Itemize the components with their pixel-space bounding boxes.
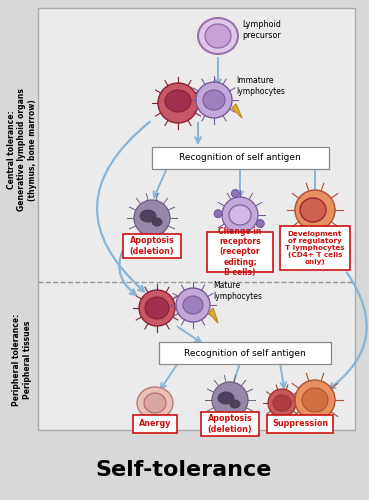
Text: Peripheral tolerance:
Peripheral tissues: Peripheral tolerance: Peripheral tissues [12, 314, 32, 406]
Circle shape [139, 290, 175, 326]
Ellipse shape [203, 90, 225, 110]
Circle shape [212, 382, 248, 418]
Circle shape [227, 231, 235, 239]
Circle shape [176, 288, 210, 322]
Circle shape [256, 220, 264, 228]
Ellipse shape [165, 90, 191, 112]
Circle shape [295, 380, 335, 420]
Text: Mature
lymphocytes: Mature lymphocytes [213, 282, 262, 300]
Circle shape [268, 389, 296, 417]
FancyBboxPatch shape [267, 415, 333, 433]
Ellipse shape [273, 395, 291, 411]
Circle shape [231, 190, 239, 198]
Text: Immature
lymphocytes: Immature lymphocytes [236, 76, 285, 96]
FancyBboxPatch shape [152, 147, 328, 169]
Text: Anergy: Anergy [139, 420, 171, 428]
Polygon shape [209, 308, 218, 323]
Text: Change in
receptors
(receptor
editing;
B cells): Change in receptors (receptor editing; B… [218, 226, 262, 278]
Circle shape [295, 190, 335, 230]
Circle shape [196, 82, 232, 118]
Text: Recognition of self antigen: Recognition of self antigen [184, 348, 306, 358]
FancyBboxPatch shape [38, 8, 355, 430]
Text: Central tolerance:
Generative lymphoid organs
(thymus, bone marrow): Central tolerance: Generative lymphoid o… [7, 88, 37, 212]
Text: Lymphoid
precursor: Lymphoid precursor [242, 20, 281, 40]
Ellipse shape [144, 393, 166, 413]
Circle shape [244, 232, 252, 239]
FancyBboxPatch shape [280, 226, 350, 270]
Ellipse shape [137, 387, 173, 419]
Ellipse shape [152, 218, 162, 226]
Ellipse shape [183, 296, 203, 314]
Text: Suppression: Suppression [272, 420, 328, 428]
Ellipse shape [218, 392, 234, 404]
Circle shape [214, 210, 222, 218]
FancyBboxPatch shape [123, 234, 181, 258]
Text: Self-tolerance: Self-tolerance [96, 460, 272, 480]
Text: Development
of regulatory
T lymphocytes
(CD4+ T cells
only): Development of regulatory T lymphocytes … [285, 231, 345, 265]
Circle shape [222, 197, 258, 233]
Text: Apoptosis
(deletion): Apoptosis (deletion) [130, 236, 175, 256]
Ellipse shape [230, 400, 240, 408]
Ellipse shape [198, 18, 238, 54]
FancyBboxPatch shape [201, 412, 259, 436]
Text: Apoptosis
(deletion): Apoptosis (deletion) [208, 414, 252, 434]
Ellipse shape [205, 24, 231, 48]
Ellipse shape [302, 388, 328, 412]
Ellipse shape [229, 205, 251, 225]
FancyBboxPatch shape [133, 415, 177, 433]
Ellipse shape [300, 198, 326, 222]
FancyBboxPatch shape [159, 342, 331, 364]
Ellipse shape [145, 297, 169, 319]
Ellipse shape [140, 210, 156, 222]
FancyBboxPatch shape [207, 232, 273, 272]
Circle shape [134, 200, 170, 236]
Text: Recognition of self antigen: Recognition of self antigen [179, 154, 301, 162]
Circle shape [158, 83, 198, 123]
Polygon shape [232, 104, 242, 118]
